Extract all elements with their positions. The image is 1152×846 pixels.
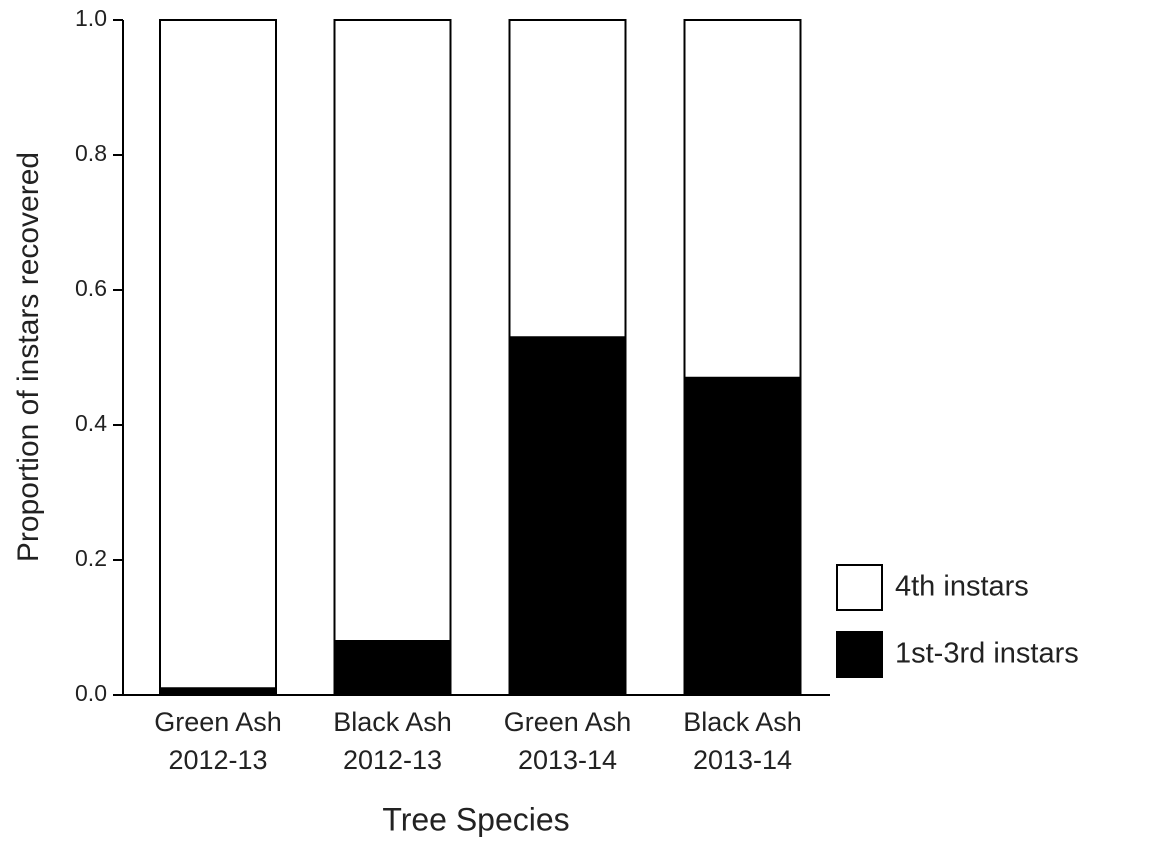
x-tick-label: Green Ash 2012-13	[154, 707, 282, 775]
legend-label: 1st-3rd instars	[895, 638, 1079, 670]
bar-segment	[333, 640, 452, 696]
legend-swatch	[836, 631, 883, 678]
legend-label: 4th instars	[895, 571, 1029, 603]
y-axis-title: Proportion of instars recovered	[12, 152, 45, 562]
bar-segment	[333, 19, 452, 642]
bar-segment	[159, 19, 277, 690]
y-tick-label: 0.6	[75, 275, 107, 301]
x-tick-label: Black Ash 2012-13	[333, 707, 452, 775]
x-tick-label: Black Ash 2013-14	[683, 707, 802, 775]
bar-segment	[508, 336, 627, 696]
y-tick-label: 0.8	[75, 140, 107, 166]
legend-swatch	[836, 564, 883, 611]
bar-segment	[683, 19, 802, 379]
x-axis-title: Tree Species	[382, 801, 569, 837]
bar-segment	[508, 19, 627, 339]
y-tick-label: 0.4	[75, 410, 107, 436]
y-tick-label: 1.0	[75, 5, 107, 31]
y-tick-label: 0.2	[75, 545, 107, 571]
bar-segment	[683, 376, 802, 696]
x-tick-label: Green Ash 2013-14	[503, 707, 632, 775]
y-tick-label: 0.0	[75, 680, 107, 706]
bar-segment	[159, 687, 277, 696]
